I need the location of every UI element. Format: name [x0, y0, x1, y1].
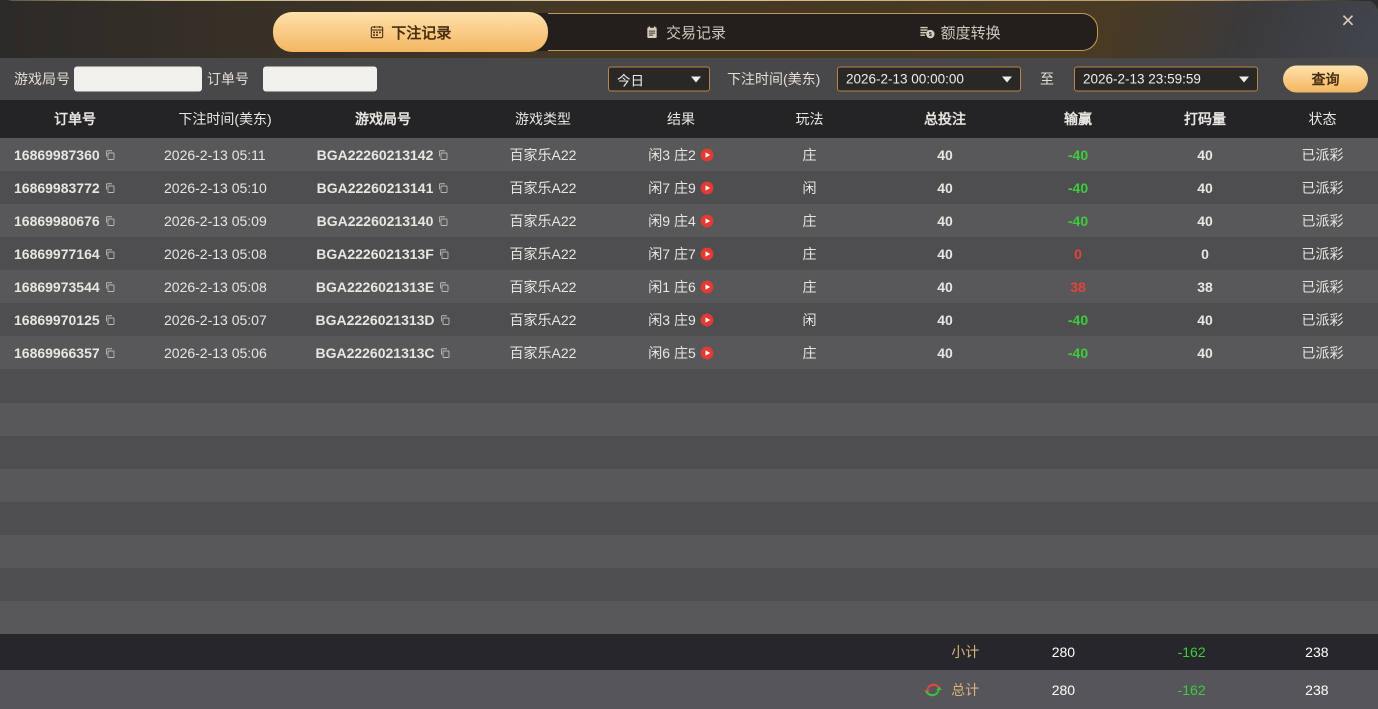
svg-text:$: $ [928, 32, 931, 38]
